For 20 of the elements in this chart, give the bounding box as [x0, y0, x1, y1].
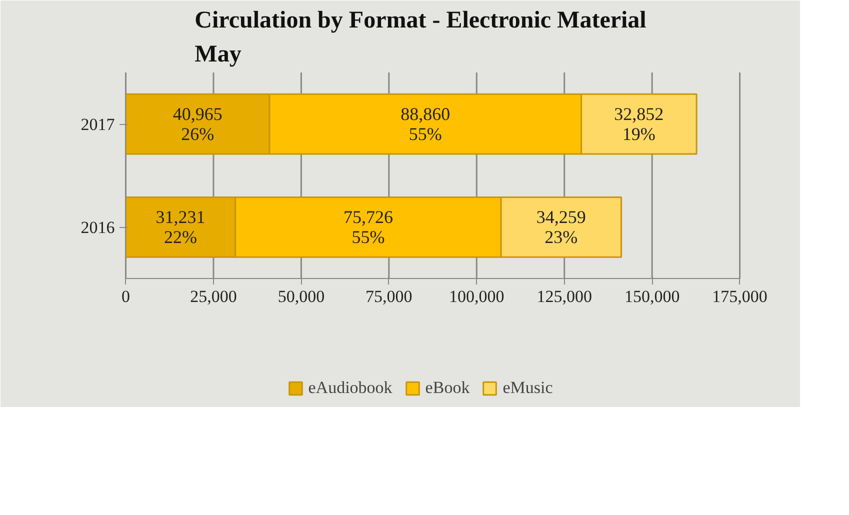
data-label: 40,965 26% [172, 104, 222, 144]
data-label: 31,231 22% [156, 207, 206, 248]
x-tick-label: 25,000 [190, 286, 237, 306]
x-tick-label: 175,000 [712, 286, 768, 306]
data-label: 32,852 19% [614, 104, 664, 144]
x-tick-label: 50,000 [278, 286, 325, 306]
x-tick-label: 75,000 [366, 286, 412, 306]
data-label: 75,726 55% [343, 207, 393, 248]
data-label: 88,860 55% [400, 104, 450, 144]
x-tick-label: 150,000 [624, 286, 680, 306]
y-tick-label: 2017 [80, 115, 116, 134]
x-tick-label: 0 [122, 286, 130, 306]
x-tick-label: 100,000 [449, 286, 504, 306]
chart-title: Circulation by Format - Electronic Material May [194, 8, 647, 68]
data-label: 34,259 23% [536, 207, 586, 248]
x-tick-label: 125,000 [536, 286, 592, 306]
legend-label: eBook [425, 378, 470, 398]
legend-label: eAudiobook [308, 378, 392, 398]
y-tick-label: 2016 [80, 218, 115, 238]
legend-label: eMusic [502, 378, 553, 398]
